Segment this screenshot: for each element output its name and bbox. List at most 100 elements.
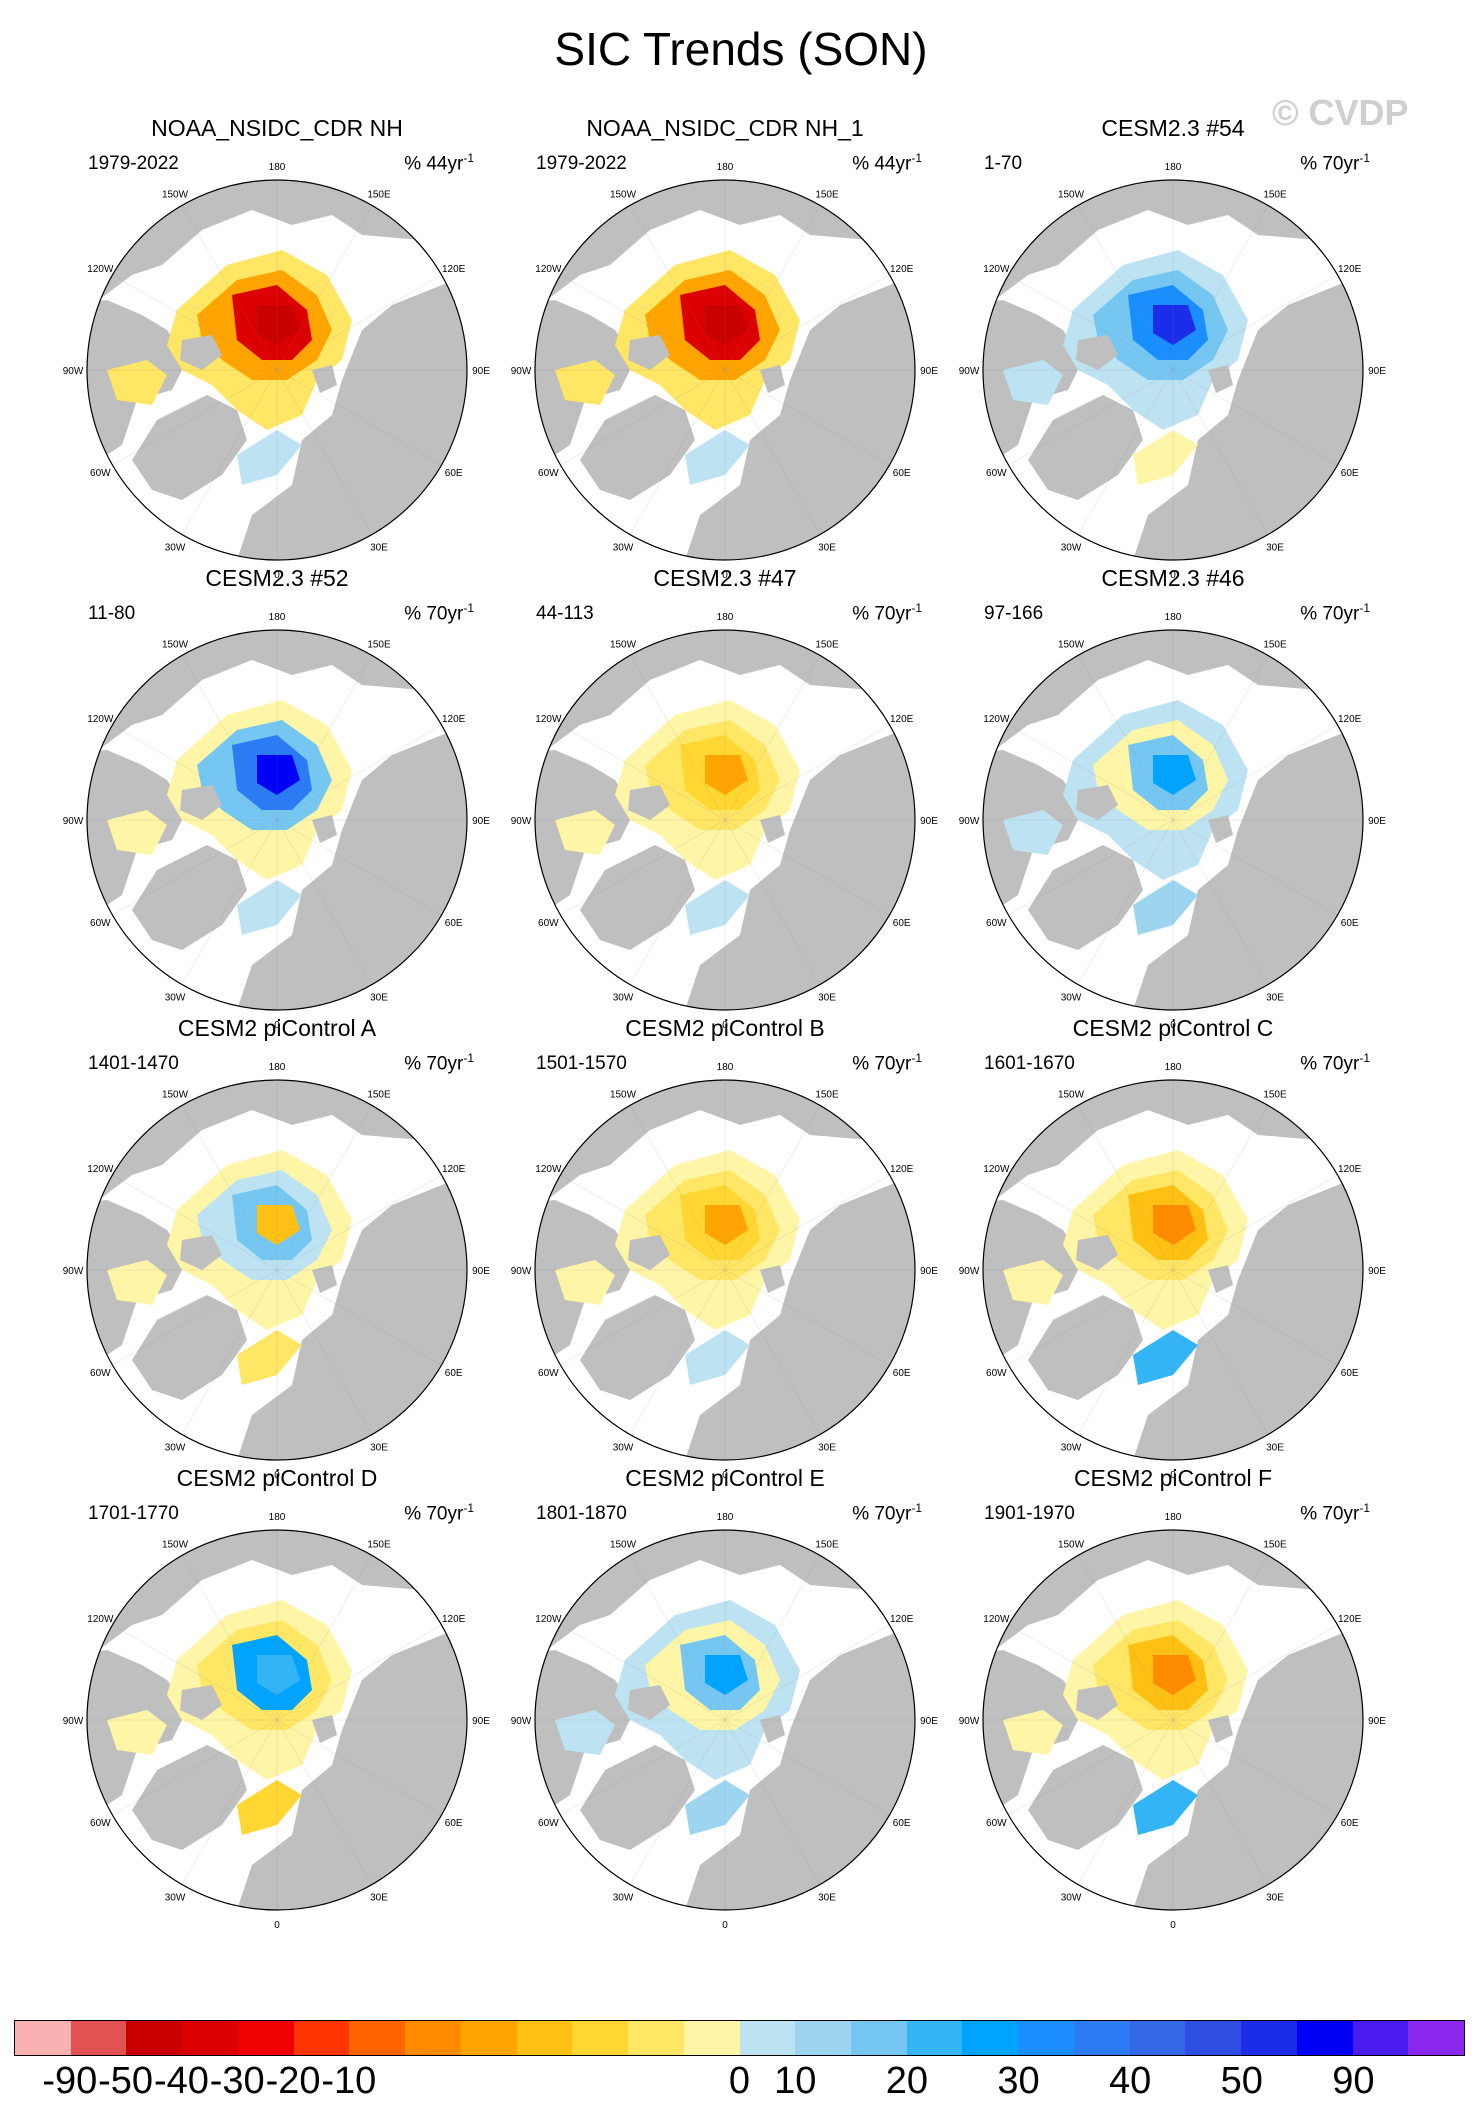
graticule-line [112,1174,442,1366]
colorbar-swatch [1185,2021,1242,2055]
land-greenland [580,1745,695,1850]
longitude-label: 90E [920,1266,938,1277]
panel-units: % 70yr-1 [404,1051,474,1075]
trend-region [107,1260,167,1305]
longitude-label: 180 [717,1512,734,1523]
longitude-label: 60W [986,468,1007,479]
panel-title: CESM2 piControl C [1072,1015,1274,1041]
polar-map: 180 150E 120E 90E 60E 30E 0 30W 60W 90W 120W 150W [959,162,1387,581]
colorbar-swatch [628,2021,684,2055]
colorbar-tick-label: -30 [209,2060,265,2102]
land-greenland [132,845,247,950]
graticule-line [1077,1555,1269,1885]
longitude-label: 120E [890,1614,914,1625]
panel-units: % 70yr-1 [1300,1501,1370,1525]
longitude-label: 30W [165,1893,186,1904]
map-panel: CESM2 piControl F 1901-1970 % 70yr-1 180 150… [958,1465,1388,1935]
longitude-label: 60W [90,918,111,929]
graticule-line [629,1105,821,1435]
longitude-label: 30E [818,1443,836,1454]
longitude-label: 120E [1338,1614,1362,1625]
panel-period: 1401-1470 [88,1053,179,1074]
longitude-label: 90E [1368,816,1386,827]
land-archipelago [1076,1685,1118,1720]
graticule-line [112,274,442,466]
trend-region [705,1205,748,1245]
polar-map: 180 150E 120E 90E 60E 30E 0 30W 60W 90W 120W 150W [63,612,491,1031]
graticule-line [629,655,821,985]
panel-period: 1901-1970 [984,1503,1075,1524]
graticule-line [629,205,821,535]
land-svalbard [312,1265,337,1293]
map-border [982,1079,1364,1461]
longitude-label: 120W [983,264,1010,275]
longitude-label: 120E [442,264,466,275]
land-greenland [132,1295,247,1400]
panel-units: % 44yr-1 [404,151,474,175]
colorbar-tick-label: 0 [728,2060,751,2102]
longitude-label: 180 [269,162,286,173]
map-border [982,179,1364,561]
panel-title: CESM2 piControl A [177,1015,377,1041]
trend-region [257,305,300,345]
longitude-label: 150E [367,1089,391,1100]
colorbar-swatch [851,2021,907,2055]
longitude-label: 30W [1061,1443,1082,1454]
longitude-label: 90E [1368,1266,1386,1277]
polar-map: 180 150E 120E 90E 60E 30E 0 30W 60W 90W 120W 150W [63,1062,491,1481]
panel-title: CESM2.3 #54 [1101,115,1245,141]
graticule-line [629,1105,821,1435]
graticule-line [1008,274,1338,466]
polar-map: 180 150E 120E 90E 60E 30E 0 30W 60W 90W 120W 150W [959,1062,1387,1481]
trend-region [1133,880,1198,935]
longitude-label: 120E [442,714,466,725]
panel-period: 1701-1770 [88,1503,179,1524]
longitude-label: 150E [1263,1089,1287,1100]
longitude-label: 120W [983,714,1010,725]
longitude-label: 30E [370,1893,388,1904]
trend-region [555,360,615,405]
panel-period: 1979-2022 [88,153,179,174]
longitude-label: 90E [472,1716,490,1727]
trend-region [1153,1655,1196,1695]
longitude-label: 120E [442,1614,466,1625]
longitude-label: 150W [610,1539,637,1550]
graticule-line [560,724,890,916]
panel-period: 44-113 [536,603,594,624]
graticule-line [112,1624,442,1816]
graticule-line [112,1174,442,1366]
graticule-line [1008,724,1338,916]
longitude-label: 60E [893,1818,911,1829]
longitude-label: 150E [367,189,391,200]
longitude-label: 30W [1061,543,1082,554]
longitude-label: 150W [610,189,637,200]
trend-region [1133,1330,1198,1385]
longitude-label: 60W [538,1368,559,1379]
longitude-label: 0 [722,570,728,581]
trend-region [685,880,750,935]
longitude-label: 30E [818,993,836,1004]
colorbar-tick-label: -50 [98,2060,154,2102]
map-panel: CESM2 piControl B 1501-1570 % 70yr-1 180 150… [510,1015,940,1485]
longitude-label: 60E [893,1368,911,1379]
trend-region [1003,360,1063,405]
longitude-label: 180 [717,612,734,623]
map-panel: CESM2.3 #47 44-113 % 70yr-1 180 150E 120E 90E 6… [510,565,940,1035]
trend-region [237,1330,302,1385]
longitude-label: 120W [87,1164,114,1175]
longitude-label: 150E [367,1539,391,1550]
trend-region [237,1780,302,1835]
graticule-line [112,274,442,466]
trend-region [257,1205,300,1245]
polar-map: 180 150E 120E 90E 60E 30E 0 30W 60W 90W 120W 150W [511,612,939,1031]
longitude-label: 30W [613,543,634,554]
land-greenland [580,395,695,500]
colorbar-tick-label: -40 [153,2060,209,2102]
panel-units: % 70yr-1 [852,601,922,625]
longitude-label: 0 [722,1470,728,1481]
longitude-label: 150W [1058,189,1085,200]
panel-period: 1979-2022 [536,153,627,174]
graticule-line [1077,205,1269,535]
panel-period: 1-70 [984,153,1023,174]
longitude-label: 90E [920,816,938,827]
